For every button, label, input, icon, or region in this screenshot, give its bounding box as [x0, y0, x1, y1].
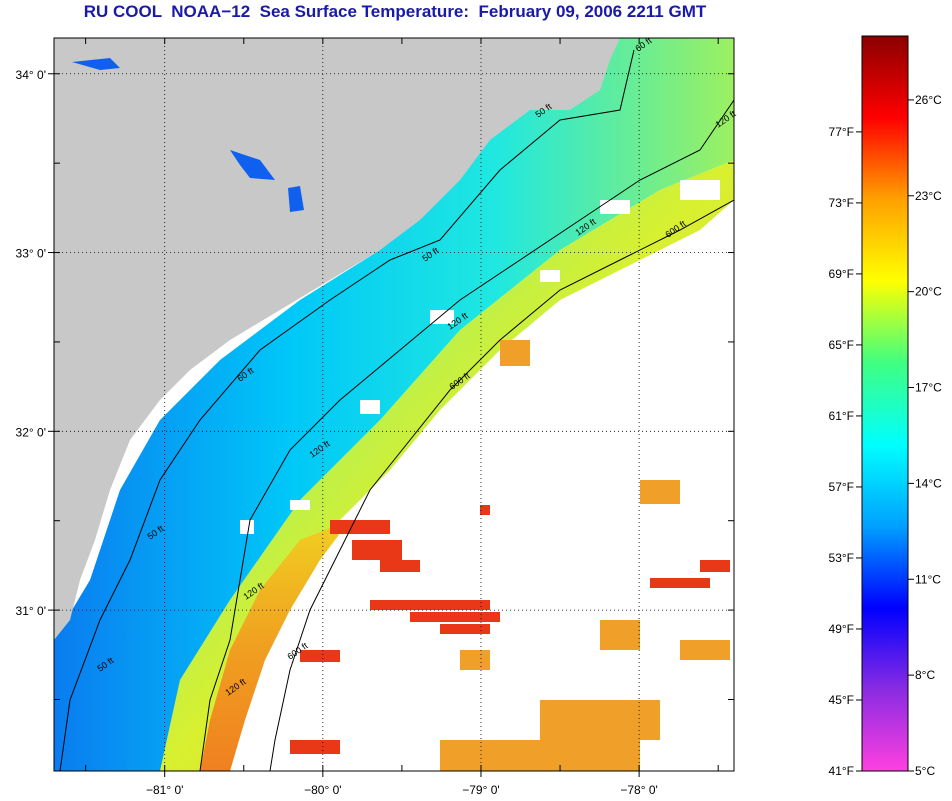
graticule	[54, 38, 734, 771]
celsius-labels: 5°C 8°C 11°C 14°C 17°C 20°C 23°C 26°C	[908, 93, 942, 778]
f-label: 41°F	[829, 764, 854, 778]
map-title: RU COOL NOAA−12 Sea Surface Temperature:…	[83, 2, 707, 21]
c-label: 17°C	[915, 381, 942, 395]
lon-tick-label: −80° 0'	[304, 783, 341, 797]
f-label: 49°F	[829, 622, 854, 636]
orange-patches	[440, 340, 730, 771]
f-label: 73°F	[829, 196, 854, 210]
cloud-gaps	[240, 180, 720, 534]
c-label: 26°C	[915, 93, 942, 107]
gulf-stream-patches	[290, 505, 730, 754]
c-label: 5°C	[915, 764, 935, 778]
contour-50ft	[59, 49, 635, 771]
coastal-water	[54, 38, 734, 771]
f-label: 57°F	[829, 480, 854, 494]
warm-tongue	[200, 520, 350, 771]
f-label: 77°F	[829, 125, 854, 139]
c-label: 11°C	[915, 572, 941, 586]
f-label: 53°F	[829, 551, 854, 565]
f-label: 45°F	[829, 693, 854, 707]
latitude-ticks: 34° 0' 33° 0' 32° 0' 31° 0'	[16, 68, 734, 700]
lon-tick-label: −81° 0'	[146, 783, 183, 797]
contour-600ft	[269, 199, 734, 771]
lat-tick-label: 31° 0'	[16, 604, 46, 618]
lon-tick-label: −78° 0'	[620, 783, 657, 797]
lat-tick-label: 33° 0'	[16, 247, 46, 261]
contour-120ft	[199, 99, 734, 771]
lat-tick-label: 32° 0'	[16, 425, 46, 439]
f-label: 69°F	[829, 267, 854, 281]
f-label: 65°F	[829, 338, 854, 352]
land-mass	[54, 38, 620, 640]
f-label: 61°F	[829, 409, 854, 423]
lat-tick-label: 34° 0'	[16, 68, 46, 82]
map-frame	[53, 37, 735, 772]
color-bar-scale	[861, 35, 909, 772]
longitude-ticks: −81° 0' −80° 0' −79° 0' −78° 0'	[85, 38, 719, 797]
inland-lakes	[72, 58, 304, 212]
c-label: 23°C	[915, 189, 942, 203]
fahrenheit-labels: 41°F 45°F 49°F 53°F 57°F 61°F 65°F 69°F 73°F 77°F	[829, 125, 862, 778]
c-label: 20°C	[915, 285, 942, 299]
lon-tick-label: −79° 0'	[462, 783, 499, 797]
bathymetry-contours	[59, 49, 734, 771]
c-label: 8°C	[915, 668, 935, 682]
c-label: 14°C	[915, 476, 942, 490]
